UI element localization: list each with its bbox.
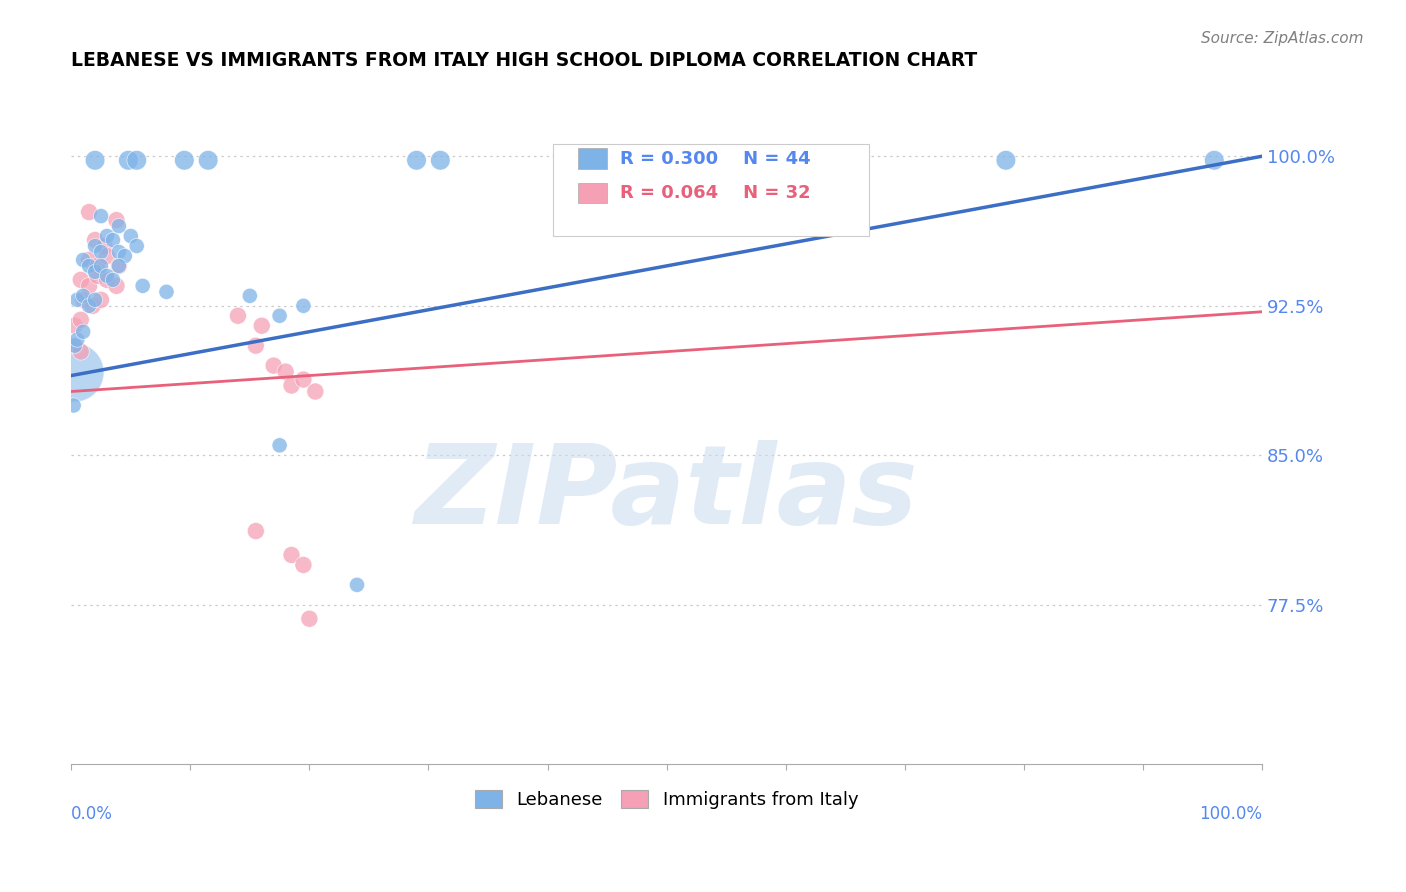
Point bbox=[96, 229, 118, 244]
Point bbox=[101, 273, 124, 287]
Point bbox=[786, 153, 808, 168]
Point bbox=[63, 318, 86, 333]
Point bbox=[274, 365, 297, 379]
Point bbox=[125, 153, 148, 168]
Point bbox=[298, 612, 321, 626]
Point bbox=[63, 339, 86, 353]
Point bbox=[263, 359, 285, 373]
Point bbox=[120, 229, 142, 244]
Point bbox=[269, 309, 291, 323]
Point bbox=[72, 325, 94, 339]
FancyBboxPatch shape bbox=[554, 145, 869, 235]
Point bbox=[245, 339, 267, 353]
Text: ZIPatlas: ZIPatlas bbox=[415, 440, 918, 547]
Point bbox=[292, 558, 315, 572]
Text: 0.0%: 0.0% bbox=[72, 805, 112, 823]
Point bbox=[77, 299, 100, 313]
Text: Source: ZipAtlas.com: Source: ZipAtlas.com bbox=[1201, 31, 1364, 46]
Point bbox=[84, 293, 107, 307]
Point bbox=[173, 153, 195, 168]
Point bbox=[86, 259, 108, 273]
Text: R = 0.300    N = 44: R = 0.300 N = 44 bbox=[620, 150, 811, 168]
Point bbox=[101, 233, 124, 247]
Point bbox=[63, 339, 86, 353]
Point bbox=[62, 365, 84, 379]
Point bbox=[96, 273, 118, 287]
Point bbox=[77, 259, 100, 273]
Point bbox=[108, 259, 131, 273]
Legend: Lebanese, Immigrants from Italy: Lebanese, Immigrants from Italy bbox=[468, 782, 865, 816]
Point bbox=[250, 318, 273, 333]
Point bbox=[93, 239, 115, 253]
Point bbox=[105, 213, 128, 227]
Point bbox=[1204, 153, 1226, 168]
Point bbox=[131, 278, 153, 293]
Point bbox=[117, 153, 139, 168]
Point bbox=[239, 289, 262, 303]
Point bbox=[69, 273, 91, 287]
Point bbox=[245, 524, 267, 538]
Point bbox=[292, 299, 315, 313]
Point bbox=[84, 265, 107, 279]
Point bbox=[77, 252, 100, 267]
Text: R = 0.064    N = 32: R = 0.064 N = 32 bbox=[620, 184, 811, 202]
Point bbox=[114, 249, 136, 263]
Point bbox=[72, 293, 94, 307]
Point bbox=[429, 153, 451, 168]
Point bbox=[125, 239, 148, 253]
Point bbox=[66, 333, 89, 347]
Text: LEBANESE VS IMMIGRANTS FROM ITALY HIGH SCHOOL DIPLOMA CORRELATION CHART: LEBANESE VS IMMIGRANTS FROM ITALY HIGH S… bbox=[72, 51, 977, 70]
Point bbox=[84, 153, 107, 168]
Point bbox=[994, 153, 1017, 168]
Point bbox=[596, 153, 619, 168]
Point bbox=[108, 259, 131, 273]
Point bbox=[292, 372, 315, 386]
Point bbox=[69, 312, 91, 326]
Point bbox=[84, 239, 107, 253]
Point bbox=[108, 219, 131, 233]
Point bbox=[77, 278, 100, 293]
FancyBboxPatch shape bbox=[578, 183, 607, 203]
Point bbox=[77, 205, 100, 219]
Point bbox=[90, 244, 112, 259]
Point bbox=[105, 278, 128, 293]
Point bbox=[90, 259, 112, 273]
Point bbox=[269, 438, 291, 452]
Point bbox=[72, 252, 94, 267]
FancyBboxPatch shape bbox=[578, 148, 607, 169]
Point bbox=[655, 153, 678, 168]
Point bbox=[346, 578, 368, 592]
Point bbox=[280, 378, 302, 392]
Point bbox=[155, 285, 177, 299]
Point bbox=[66, 293, 89, 307]
Point bbox=[197, 153, 219, 168]
Point bbox=[69, 344, 91, 359]
Point bbox=[405, 153, 427, 168]
Point bbox=[280, 548, 302, 562]
Point bbox=[96, 268, 118, 283]
Text: 100.0%: 100.0% bbox=[1199, 805, 1263, 823]
Point bbox=[82, 299, 104, 313]
Point bbox=[304, 384, 326, 399]
Point bbox=[86, 268, 108, 283]
Point bbox=[90, 293, 112, 307]
Point bbox=[226, 309, 249, 323]
Point bbox=[96, 249, 118, 263]
Point bbox=[90, 209, 112, 223]
Point bbox=[62, 399, 84, 413]
Point bbox=[84, 233, 107, 247]
Point bbox=[72, 289, 94, 303]
Point bbox=[108, 244, 131, 259]
